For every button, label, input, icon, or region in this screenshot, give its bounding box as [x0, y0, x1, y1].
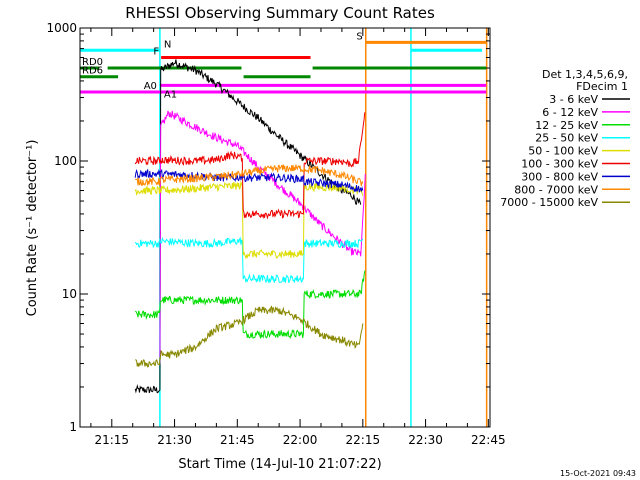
state-label-n: N — [164, 39, 171, 50]
state-label-rd6: RD6 — [82, 66, 103, 77]
legend-label-1: 6 - 12 keV — [542, 106, 598, 119]
x-tick-label: 21:30 — [157, 433, 192, 447]
x-tick-label: 21:15 — [94, 433, 129, 447]
series-line-8 — [135, 305, 364, 368]
series-line-6 — [134, 168, 364, 193]
x-tick-label: 22:15 — [346, 433, 381, 447]
series-line-2 — [135, 270, 366, 340]
footer-date: 15-Oct-2021 09:43 — [560, 469, 636, 478]
legend-label-7: 800 - 7000 keV — [514, 183, 598, 196]
x-axis-title: Start Time (14-Jul-10 21:07:22) — [178, 457, 381, 472]
chart-title: RHESSI Observing Summary Count Rates — [125, 4, 435, 22]
legend-label-4: 50 - 100 keV — [528, 145, 598, 158]
legend-label-5: 100 - 300 keV — [521, 158, 598, 171]
state-label-s: S — [356, 31, 362, 42]
x-tick-label: 21:45 — [220, 433, 255, 447]
y-tick-label: 1000 — [46, 21, 77, 35]
legend-label-8: 7000 - 15000 keV — [500, 196, 598, 209]
series-line-3 — [134, 236, 364, 284]
legend-label-6: 300 - 800 keV — [521, 170, 598, 183]
legend-label-2: 12 - 25 keV — [535, 119, 598, 132]
plot-frame — [79, 27, 491, 428]
legend-label-3: 25 - 50 keV — [535, 132, 598, 145]
x-tick-label: 22:00 — [283, 433, 318, 447]
state-label-rd0: RD0 — [82, 57, 103, 68]
series-line-7 — [135, 164, 364, 187]
legend-header: FDecim 1 — [576, 80, 628, 93]
series-line-1 — [159, 110, 366, 364]
legend-header: Det 1,3,4,5,6,9, — [542, 68, 628, 81]
state-label-a1: A1 — [164, 89, 177, 100]
state-label-a0: A0 — [144, 81, 157, 92]
series-line-5 — [134, 112, 366, 220]
y-tick-label: 10 — [62, 287, 77, 301]
state-label-f: F — [153, 47, 159, 58]
x-tick-label: 22:45 — [471, 433, 506, 447]
y-tick-label: 100 — [54, 154, 77, 168]
series-line-4 — [134, 180, 364, 260]
x-tick-label: 22:30 — [408, 433, 443, 447]
y-axis-title: Count Rate (s⁻¹ detector⁻¹) — [25, 140, 40, 317]
axes: 1 10 100 1000 21:15 21:30 21:45 22:00 22:15 22:30… — [46, 21, 505, 447]
y-tick-label: 1 — [69, 420, 77, 434]
series-line-0 — [134, 59, 362, 394]
legend-label-0: 3 - 6 keV — [549, 93, 598, 106]
